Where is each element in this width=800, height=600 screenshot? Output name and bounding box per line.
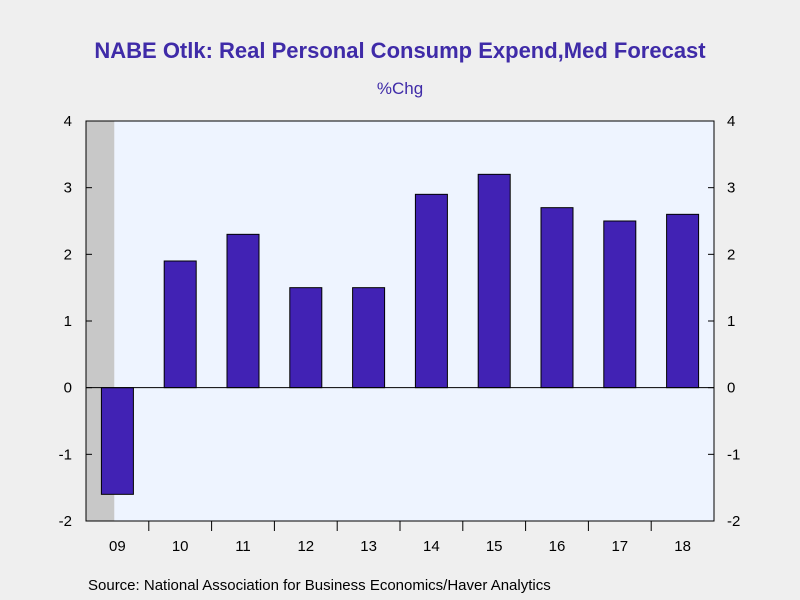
bars-group — [100, 173, 700, 495]
y-tick-label-left: 3 — [64, 180, 72, 197]
x-tick-label: 13 — [360, 538, 377, 555]
x-tick-label: 15 — [486, 538, 503, 555]
bar-18 — [666, 213, 700, 389]
chart-title: NABE Otlk: Real Personal Consump Expend,… — [94, 38, 706, 63]
bar-17 — [603, 220, 637, 389]
y-tick-label-right: 4 — [727, 113, 735, 130]
chart-subtitle: %Chg — [376, 79, 424, 98]
y-tick-label-right: -1 — [727, 446, 740, 463]
x-tick-label: 11 — [235, 538, 251, 555]
x-tick-label: 14 — [423, 538, 440, 555]
bar-14 — [414, 193, 448, 389]
y-tick-label-right: 3 — [727, 180, 735, 197]
source-note: Source: National Association for Busines… — [88, 577, 551, 594]
x-tick-label: 16 — [549, 538, 566, 555]
y-tick-label-left: -1 — [59, 446, 72, 463]
y-tick-label-left: -2 — [59, 513, 72, 530]
x-tick-label: 17 — [611, 538, 628, 555]
y-tick-label-left: 0 — [64, 380, 72, 397]
x-tick-label: 18 — [674, 538, 691, 555]
x-tick-label: 12 — [297, 538, 314, 555]
y-tick-label-left: 1 — [64, 313, 72, 330]
bar-16 — [540, 207, 574, 389]
y-tick-label-right: -2 — [727, 513, 740, 530]
x-tick-label: 09 — [109, 538, 126, 555]
bar-12 — [289, 287, 323, 389]
axis-ticks: -2 -2-1 -10 01 12 23 34 409 10 11 12 13 14 15 16 17 18 — [59, 113, 741, 555]
y-tick-label-right: 0 — [727, 380, 735, 397]
bar-15 — [477, 173, 511, 389]
bar-11 — [226, 233, 260, 389]
bar-09 — [100, 387, 134, 495]
bar-13 — [352, 287, 386, 389]
y-tick-label-left: 2 — [64, 246, 72, 263]
bar-10 — [163, 260, 197, 389]
y-tick-label-right: 2 — [727, 246, 735, 263]
y-tick-label-right: 1 — [727, 313, 735, 330]
x-tick-label: 10 — [172, 538, 189, 555]
y-tick-label-left: 4 — [64, 113, 72, 130]
